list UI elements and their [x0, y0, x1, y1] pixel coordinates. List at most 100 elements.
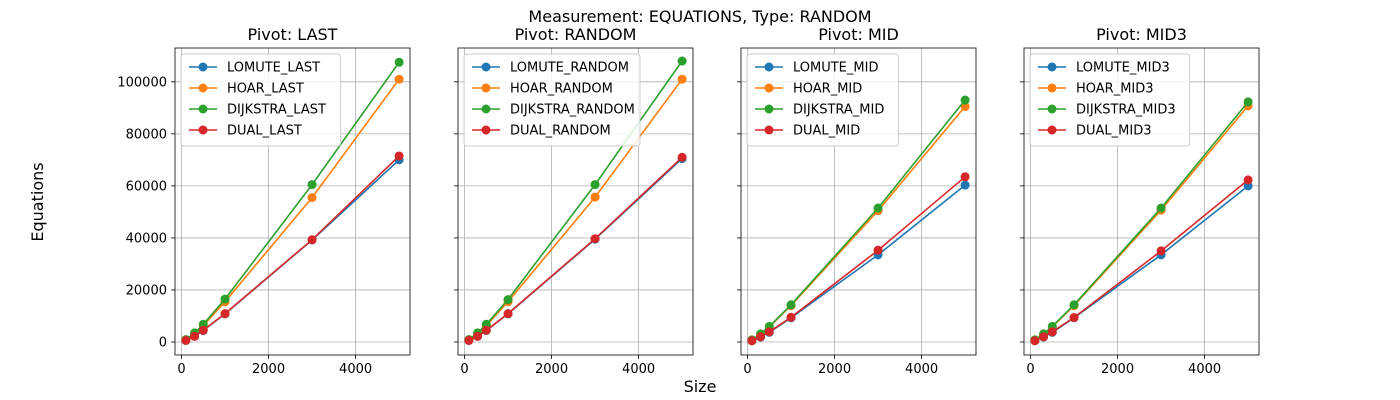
data-point — [1047, 327, 1057, 337]
series-line — [751, 176, 966, 342]
legend-label: DIJKSTRA_MID3 — [1076, 103, 1176, 118]
legend-swatch-marker — [764, 125, 774, 135]
legend-label: DIJKSTRA_RANDOM — [510, 103, 635, 118]
legend-label: DIJKSTRA_MID — [793, 103, 884, 118]
x-tick-label: 2000 — [535, 362, 568, 377]
plot-frame — [174, 47, 411, 356]
data-point — [307, 180, 317, 190]
data-point — [1243, 97, 1253, 107]
legend: LOMUTE_MID HOAR_MID DIJKSTRA_MID DUAL_MID — [746, 53, 899, 147]
legend-box — [1029, 53, 1191, 147]
data-point — [960, 102, 970, 112]
legend-swatch-marker — [1047, 62, 1057, 72]
data-point — [677, 74, 687, 84]
data-point — [394, 74, 404, 84]
panel-title: Pivot: RANDOM — [515, 25, 637, 44]
x-tick-label: 4000 — [1188, 362, 1221, 377]
legend-swatch-marker — [764, 104, 774, 114]
y-tick-label: 0 — [159, 335, 167, 350]
data-point — [307, 235, 317, 245]
data-point — [677, 56, 687, 66]
data-point — [960, 180, 970, 190]
legend-label: DIJKSTRA_LAST — [227, 103, 326, 118]
legend-swatch-marker — [764, 83, 774, 93]
legend-label: LOMUTE_LAST — [227, 61, 320, 76]
legend-swatch-marker — [481, 104, 491, 114]
data-point — [181, 335, 191, 345]
data-point — [747, 336, 757, 346]
legend: LOMUTE_MID3 HOAR_MID3 DIJKSTRA_MID3 DUAL_MI… — [1029, 53, 1191, 147]
legend-swatch-marker — [1047, 125, 1057, 135]
x-tick-label: 4000 — [339, 362, 372, 377]
data-point — [960, 172, 970, 182]
plot-frame — [740, 47, 977, 356]
data-point — [960, 95, 970, 105]
x-tick-label: 2000 — [1101, 362, 1134, 377]
data-point — [756, 332, 766, 342]
data-point — [1039, 332, 1049, 342]
legend: LOMUTE_RANDOM HOAR_RANDOM DIJKSTRA_RANDOM D… — [463, 53, 641, 147]
legend-label: HOAR_RANDOM — [510, 82, 613, 97]
y-tick-label: 40000 — [126, 231, 167, 246]
legend-box — [180, 53, 342, 147]
legend-box — [746, 53, 899, 147]
legend-swatch-marker — [198, 62, 208, 72]
data-point — [220, 294, 230, 304]
data-point — [503, 309, 513, 319]
legend-swatch-marker — [481, 83, 491, 93]
legend-swatch-marker — [198, 104, 208, 114]
legend: LOMUTE_LAST HOAR_LAST DIJKSTRA_LAST DUAL_LA… — [180, 53, 342, 147]
legend-label: HOAR_MID — [793, 82, 862, 97]
data-point — [220, 309, 230, 319]
legend-box — [463, 53, 641, 147]
x-tick-label: 2000 — [818, 362, 851, 377]
data-point — [873, 203, 883, 213]
data-point — [394, 151, 404, 161]
series-line — [1034, 179, 1249, 342]
x-tick-label: 2000 — [252, 362, 285, 377]
y-tick-label: 80000 — [126, 127, 167, 142]
legend-label: LOMUTE_RANDOM — [510, 61, 629, 76]
figure-xlabel: Size — [684, 377, 717, 396]
data-point — [677, 152, 687, 162]
plot-frame — [1023, 47, 1260, 356]
figure-suptitle: Measurement: EQUATIONS, Type: RANDOM — [528, 7, 871, 26]
data-point — [1156, 246, 1166, 256]
data-point — [590, 234, 600, 244]
legend-label: DUAL_MID — [793, 124, 860, 139]
legend-label: LOMUTE_MID — [793, 61, 878, 76]
panel-4: Pivot: MID3 0 2000 4000 LOMUTE_MID3 HOAR_MID3… — [1020, 25, 1260, 377]
y-tick-label: 60000 — [126, 179, 167, 194]
data-point — [873, 245, 883, 255]
legend-swatch-marker — [1047, 83, 1057, 93]
panel-3: Pivot: MID 0 2000 4000 LOMUTE_MID HOAR_MID DIJ… — [737, 25, 977, 377]
data-point — [503, 295, 513, 305]
data-point — [786, 300, 796, 310]
legend-swatch-marker — [1047, 104, 1057, 114]
data-point — [590, 180, 600, 190]
panel-2: Pivot: RANDOM 0 2000 4000 LOMUTE_RANDOM HOAR_… — [454, 25, 694, 377]
plot-frame — [457, 47, 694, 356]
data-point — [481, 325, 491, 335]
data-point — [786, 312, 796, 322]
legend-swatch-marker — [481, 62, 491, 72]
data-point — [464, 335, 474, 345]
data-point — [1030, 336, 1040, 346]
data-point — [1069, 300, 1079, 310]
data-point — [764, 327, 774, 337]
data-point — [394, 57, 404, 67]
legend-label: HOAR_MID3 — [1076, 82, 1154, 97]
legend-label: DUAL_LAST — [227, 124, 302, 139]
legend-swatch-marker — [764, 62, 774, 72]
series-line — [751, 184, 966, 342]
legend-label: LOMUTE_MID3 — [1076, 61, 1170, 76]
data-point — [190, 331, 200, 341]
data-point — [1243, 175, 1253, 185]
series-line — [468, 156, 683, 342]
legend-label: DUAL_MID3 — [1076, 124, 1152, 139]
data-point — [473, 331, 483, 341]
panel-title: Pivot: LAST — [248, 25, 338, 44]
panel-title: Pivot: MID3 — [1096, 25, 1187, 44]
